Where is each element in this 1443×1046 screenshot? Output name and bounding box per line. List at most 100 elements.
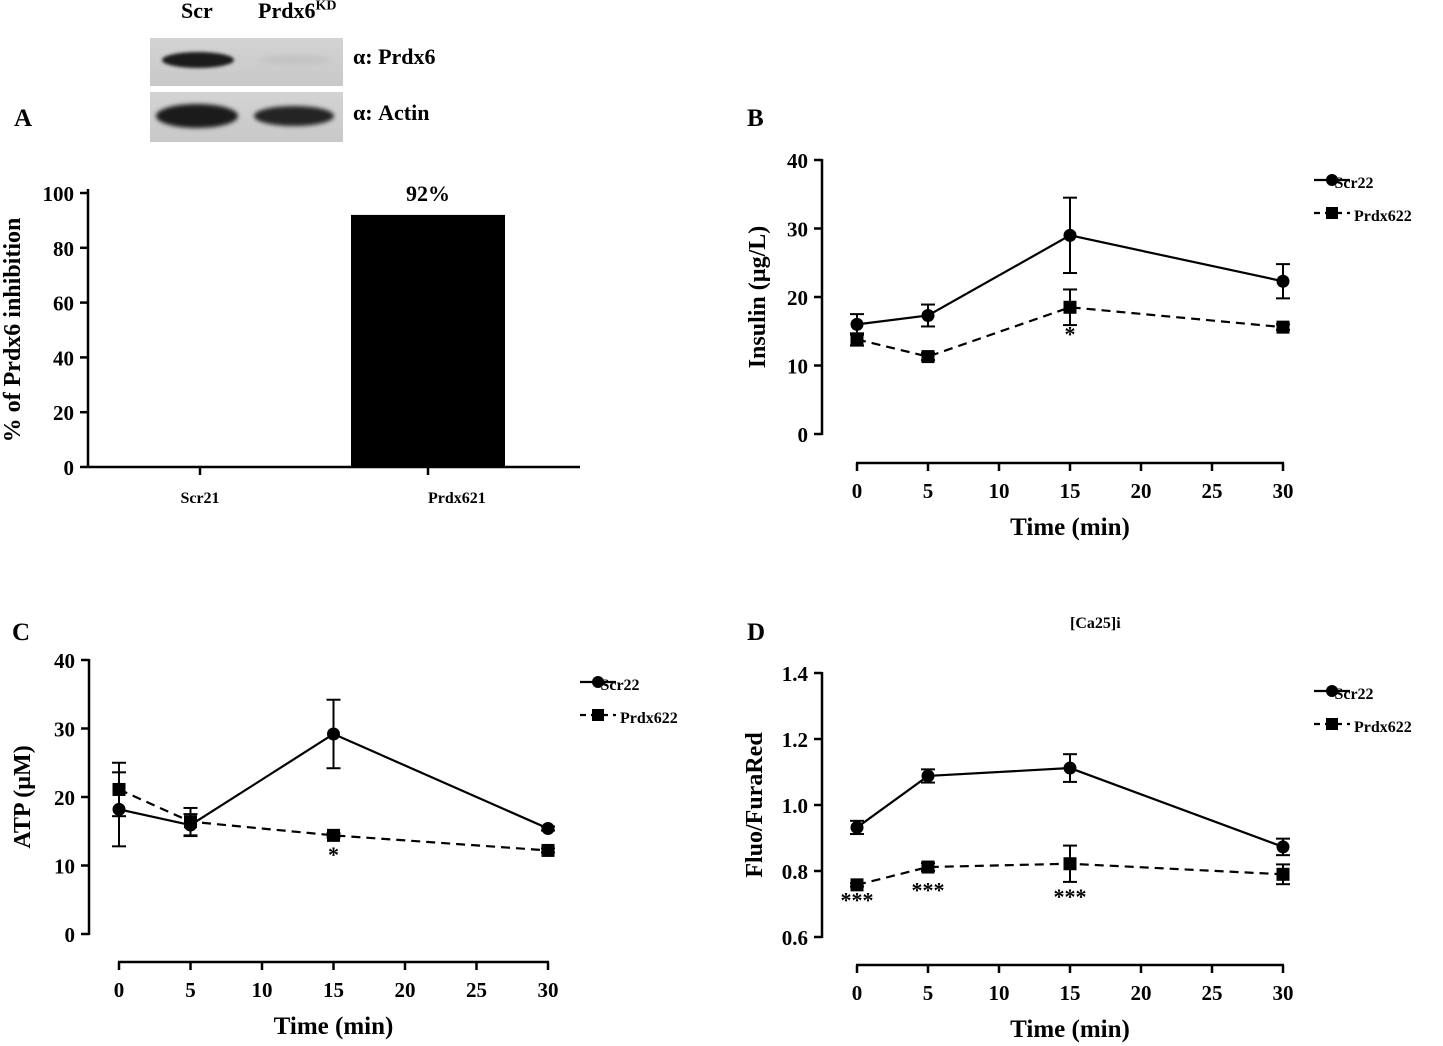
c-series-scr-point: [327, 727, 340, 741]
b-series-scr-point: [1276, 274, 1290, 288]
b-series-prdx6kd-point: [850, 332, 864, 346]
b-x-tick-label: 30: [1273, 479, 1294, 503]
d-y-axis-label: Fluo/FuraRed: [742, 732, 768, 878]
c-x-tick-label: 30: [538, 978, 559, 1002]
b-series-prdx6kd-line: [856, 306, 1284, 358]
middle: Scr21: [180, 490, 219, 507]
blot-band-actin-scr: [156, 104, 238, 128]
a-y-tick-label: 40: [53, 346, 74, 370]
d-series-scr-point: [1063, 761, 1077, 775]
b-series-prdx6kd-point: [1276, 320, 1290, 334]
a-data-label: 92%: [406, 181, 450, 206]
c-legend-prdx6kd-marker: [592, 709, 604, 721]
d-y-tick-label: 0.8: [782, 860, 808, 884]
b-x-tick-label: 0: [852, 479, 863, 503]
b-y-axis-label: Insulin (µg/L): [745, 226, 771, 369]
c-series-scr-line: [118, 732, 549, 830]
d-legend-scr-marker: [1326, 685, 1338, 697]
c-x-axis-label: Time (min): [274, 1013, 394, 1040]
c-series-prdx6kd-point: [112, 782, 126, 796]
start: Scr22: [1334, 686, 1373, 703]
d-x-tick-label: 5: [923, 981, 934, 1005]
middle: [Ca25]i: [1070, 615, 1121, 632]
c-series-scr-point: [541, 822, 555, 836]
panel-letter-a: A: [14, 105, 32, 132]
a-y-tick-label: 0: [64, 456, 75, 480]
b-x-tick-label: 5: [923, 479, 934, 503]
a-y-axis-label: % of Prdx6 inhibition: [0, 218, 26, 443]
c-y-tick-label: 30: [54, 718, 75, 742]
b-series-prdx6kd-point: [921, 350, 935, 364]
blot-lane-label-scr: Scr: [181, 0, 213, 23]
b-series-scr-point: [921, 308, 935, 322]
a-y-tick-label: 60: [53, 292, 74, 316]
b-y-tick-label: 20: [787, 286, 808, 310]
a-y-tick-label: 20: [53, 401, 74, 425]
c-x-tick-label: 25: [466, 978, 487, 1002]
d-x-tick-label: 20: [1131, 981, 1152, 1005]
middle: Prdx621: [428, 490, 486, 507]
start: Scr22: [1334, 175, 1373, 192]
c-y-tick-label: 0: [65, 923, 76, 947]
blot-lane-label-prdx6kd: Prdx6KD: [258, 0, 337, 23]
b-y-tick-label: 40: [787, 149, 808, 173]
blot-band-prdx6-scr: [162, 52, 234, 68]
c-y-axis-label: ATP (µM): [10, 745, 36, 848]
start: Prdx622: [1354, 719, 1412, 736]
c-series-prdx6kd-point: [184, 815, 197, 829]
d-series-scr-point: [1276, 840, 1290, 854]
d-series-prdx6kd-point: [1063, 857, 1077, 871]
d-series-prdx6kd-point: [850, 878, 864, 892]
start: Prdx622: [620, 710, 678, 727]
d-y-tick-label: 1.0: [782, 794, 808, 818]
b-y-tick-label: 30: [787, 218, 808, 242]
b-x-tick-label: 25: [1202, 479, 1223, 503]
d-series-scr-line: [856, 766, 1284, 848]
c-x-tick-label: 15: [323, 978, 344, 1002]
blot-band-prdx6-kd: [260, 55, 330, 65]
d-x-tick-label: 0: [852, 981, 863, 1005]
b-series-scr-line: [856, 234, 1284, 326]
d-y-tick-label: 1.4: [782, 662, 809, 686]
c-series-prdx6kd-point: [327, 828, 340, 842]
d-legend-prdx6kd-marker: [1326, 718, 1338, 730]
c-x-tick-label: 5: [185, 978, 196, 1002]
c-x-tick-label: 10: [252, 978, 273, 1002]
blot-strip-prdx6: [150, 38, 343, 86]
a-y-tick-label: 100: [43, 182, 75, 206]
c-y-tick-label: 10: [54, 855, 75, 879]
d-y-tick-label: 0.6: [782, 926, 808, 950]
d-significance-label: ***: [1054, 884, 1087, 909]
b-y-tick-label: 0: [798, 423, 809, 447]
a-y-tick-label: 80: [53, 237, 74, 261]
d-x-tick-label: 30: [1273, 981, 1294, 1005]
d-x-tick-label: 15: [1060, 981, 1081, 1005]
d-x-axis-label: Time (min): [1010, 1016, 1130, 1043]
b-series-scr-point: [850, 317, 864, 331]
blot-row-label-actin: α: Actin: [353, 100, 430, 125]
d-y-tick-label: 1.2: [782, 728, 808, 752]
c-significance-label: *: [328, 842, 339, 867]
d-x-tick-label: 10: [989, 981, 1010, 1005]
b-x-tick-label: 10: [989, 479, 1010, 503]
panel-letter-d: D: [747, 619, 765, 646]
start: Prdx622: [1354, 208, 1412, 225]
d-series-scr-point: [850, 820, 864, 834]
d-series-scr-point: [921, 769, 935, 783]
d-series-prdx6kd-point: [1276, 867, 1290, 881]
d-x-tick-label: 25: [1202, 981, 1223, 1005]
b-x-axis-label: Time (min): [1010, 514, 1130, 541]
b-series-scr-point: [1063, 228, 1077, 242]
blot-row-label-prdx6: α: Prdx6: [353, 44, 436, 69]
a-bar-prdx6: [351, 214, 505, 467]
b-legend-scr-marker: [1326, 174, 1338, 186]
panel-letter-c: C: [12, 619, 30, 646]
d-series-prdx6kd-line: [856, 862, 1284, 886]
d-significance-label: ***: [841, 887, 874, 912]
blot-strip-actin: [150, 92, 343, 142]
d-series-prdx6kd-point: [921, 860, 935, 874]
c-series-prdx6kd-point: [541, 843, 555, 857]
b-x-tick-label: 20: [1131, 479, 1152, 503]
c-x-tick-label: 0: [114, 978, 125, 1002]
